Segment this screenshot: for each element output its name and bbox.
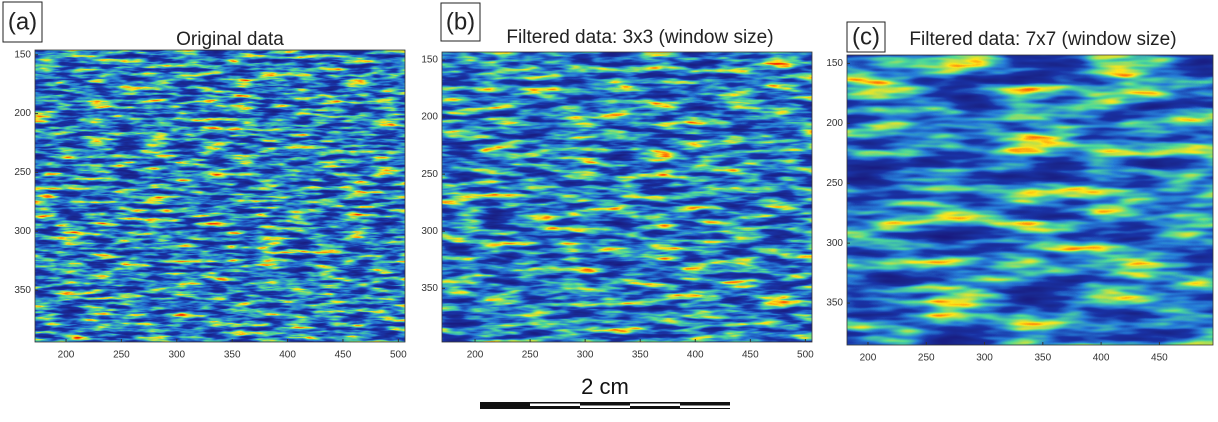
x-tick-label: 250	[522, 350, 539, 361]
x-tick-label: 300	[577, 350, 594, 361]
panel-label-box	[846, 21, 886, 53]
x-tick-label: 400	[279, 350, 296, 361]
x-tick-label: 350	[1034, 353, 1051, 364]
panel-title: Original data	[176, 29, 284, 50]
panel-label: (b)	[446, 8, 475, 35]
x-tick-label: 350	[632, 350, 649, 361]
y-tick-label: 350	[826, 298, 843, 309]
plot-frame	[441, 51, 813, 343]
panel-title: Filtered data: 7x7 (window size)	[909, 29, 1176, 50]
y-tick-label: 300	[826, 238, 843, 249]
x-tick-label: 400	[687, 350, 704, 361]
plot-frame	[846, 54, 1214, 346]
x-tick-label: 250	[918, 353, 935, 364]
y-tick-label: 150	[421, 55, 438, 66]
x-tick-label: 200	[467, 350, 484, 361]
y-tick-label: 150	[826, 58, 843, 69]
x-tick-label: 450	[335, 350, 352, 361]
x-tick-label: 500	[797, 350, 814, 361]
panel-label-box	[2, 1, 43, 43]
y-tick-label: 200	[826, 118, 843, 129]
image-data	[35, 50, 405, 342]
panel-label: (c)	[852, 23, 880, 50]
x-tick-label: 400	[1093, 353, 1110, 364]
y-tick-label: 250	[826, 178, 843, 189]
y-tick-label: 150	[14, 49, 31, 60]
y-tick-label: 350	[14, 285, 31, 296]
x-tick-label: 450	[1151, 353, 1168, 364]
y-tick-label: 300	[421, 226, 438, 237]
x-tick-label: 450	[742, 350, 759, 361]
x-tick-label: 300	[976, 353, 993, 364]
y-tick-label: 250	[421, 169, 438, 180]
y-tick-label: 300	[14, 226, 31, 237]
plot-frame	[34, 49, 406, 343]
scale-bar-label: 2 cm	[581, 374, 629, 399]
panel-title: Filtered data: 3x3 (window size)	[506, 27, 773, 48]
x-tick-label: 250	[113, 350, 130, 361]
x-tick-label: 500	[390, 350, 407, 361]
panel-label: (a)	[8, 8, 37, 35]
y-tick-label: 200	[421, 112, 438, 123]
x-tick-label: 350	[224, 350, 241, 361]
y-tick-label: 250	[14, 167, 31, 178]
scale-bar: 2 cm	[480, 374, 730, 409]
x-tick-label: 200	[58, 350, 75, 361]
x-tick-label: 200	[860, 353, 877, 364]
image-data	[847, 55, 1213, 345]
image-data	[442, 52, 812, 342]
panel-label-box	[440, 2, 481, 42]
x-tick-label: 300	[168, 350, 185, 361]
y-tick-label: 200	[14, 108, 31, 119]
y-tick-label: 350	[421, 283, 438, 294]
